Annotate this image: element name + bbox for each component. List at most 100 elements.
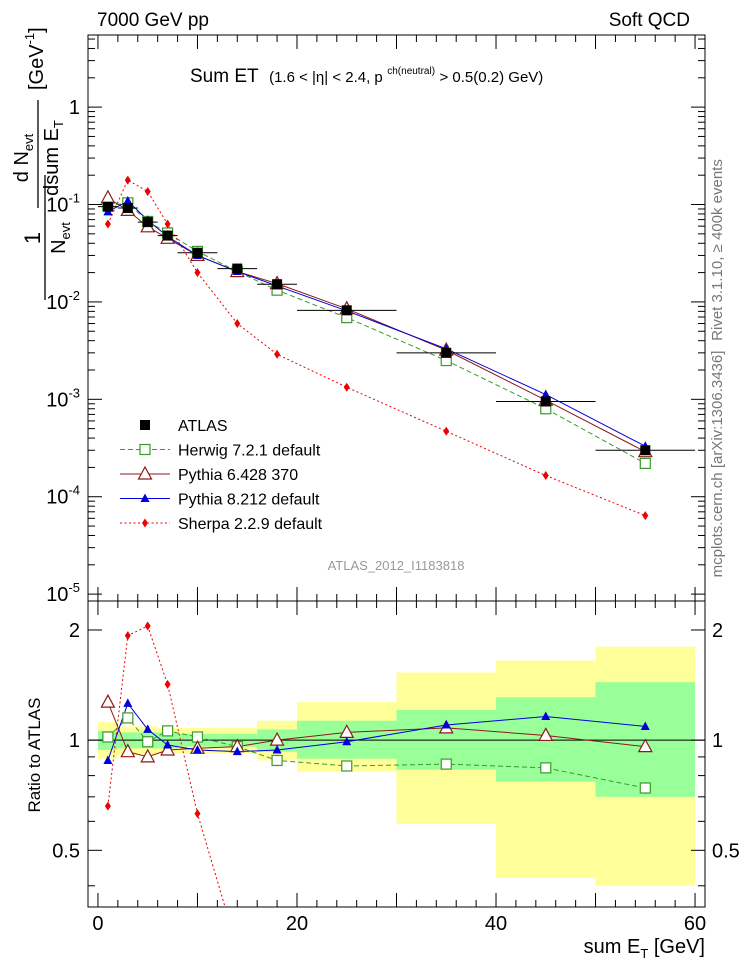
ratio-point-pythia8 <box>123 698 133 707</box>
energy-label: 7000 GeV pp <box>97 10 209 31</box>
analysis-tag: ATLAS_2012_I1183818 <box>328 558 465 573</box>
ratio-point-pythia8 <box>640 721 650 730</box>
point-atlas <box>341 305 352 316</box>
point-atlas <box>192 247 203 258</box>
legend-marker <box>140 420 150 430</box>
ratio-ytick-label: 2 <box>69 620 80 642</box>
point-atlas <box>232 263 243 274</box>
xtick-label: 40 <box>485 913 507 935</box>
ratio-point-herwig <box>341 760 353 772</box>
ratio-point-pythia6 <box>160 741 176 756</box>
ratio-point-pythia6 <box>538 727 554 742</box>
point-herwig <box>639 457 651 469</box>
ratio-point-pythia8 <box>441 719 451 729</box>
main-ytick-label: 10-1 <box>46 191 80 217</box>
point-atlas <box>640 445 651 456</box>
ratio-ytick-label-right: 0.5 <box>712 840 740 862</box>
point-sherpa <box>104 219 111 229</box>
ratio-ytick-label-right: 1 <box>712 730 723 752</box>
point-pythia8 <box>541 389 551 399</box>
point-sherpa <box>144 187 151 197</box>
ratio-point-herwig <box>162 725 174 737</box>
point-pythia6 <box>100 189 116 204</box>
point-sherpa <box>234 319 241 329</box>
ratio-point-sherpa <box>164 679 171 689</box>
ratio-point-pythia8 <box>232 746 242 756</box>
point-atlas <box>441 347 452 358</box>
mcplots-label: mcplots.cern.ch [arXiv:1306.3436] <box>709 351 726 578</box>
ratio-point-sherpa <box>194 809 201 819</box>
main-series-layer <box>97 175 696 521</box>
ratio-point-herwig <box>142 736 154 748</box>
point-atlas <box>122 203 133 214</box>
legend: ATLAS Herwig 7.2.1 default Pythia 6.428 37… <box>120 418 323 533</box>
xtick-label: 60 <box>684 913 706 935</box>
main-ytick-label: 10-3 <box>46 385 80 411</box>
ratio-ytick-label: 1 <box>69 730 80 752</box>
point-sherpa <box>194 268 201 278</box>
point-sherpa <box>124 175 131 185</box>
ylabel-unit: [GeV-1] <box>22 27 48 90</box>
ratio-point-pythia6 <box>100 693 116 708</box>
series-line-pythia6 <box>107 197 646 453</box>
legend-marker <box>140 493 150 502</box>
point-sherpa <box>343 382 350 392</box>
series-line-sherpa <box>107 179 646 517</box>
ratio-series-layer <box>100 621 653 907</box>
legend-marker <box>137 465 153 480</box>
ratio-point-pythia8 <box>541 711 551 721</box>
ylabel-nevt: Nevt <box>48 222 73 254</box>
ratio-point-pythia8 <box>103 755 113 764</box>
point-sherpa <box>443 426 450 436</box>
ratio-ytick-label: 0.5 <box>52 840 80 862</box>
ratio-point-sherpa <box>144 621 151 631</box>
legend-label: Pythia 6.428 370 <box>178 467 298 484</box>
ratio-ylabel: Ratio to ATLAS <box>25 698 44 813</box>
main-ytick-label: 10-5 <box>46 580 80 606</box>
point-sherpa <box>274 349 281 359</box>
legend-label: Herwig 7.2.1 default <box>178 443 321 460</box>
category-label: Soft QCD <box>609 10 690 31</box>
legend-label: ATLAS <box>178 418 228 435</box>
xtick-label: 20 <box>286 913 308 935</box>
xtick-label: 0 <box>92 913 103 935</box>
point-sherpa <box>164 219 171 229</box>
ratio-point-sherpa <box>104 801 111 811</box>
ratio-line-sherpa <box>107 625 226 907</box>
ratio-point-sherpa <box>124 631 131 641</box>
point-sherpa <box>642 511 649 521</box>
legend-marker <box>139 443 151 456</box>
ratio-point-herwig <box>440 758 452 770</box>
main-ytick-label: 1 <box>69 97 80 119</box>
ratio-ytick-label-right: 2 <box>712 620 723 642</box>
ratio-point-herwig <box>639 782 651 794</box>
ratio-point-pythia6 <box>120 743 136 758</box>
ratio-point-herwig <box>102 731 114 743</box>
ratio-point-pythia8 <box>143 724 153 733</box>
main-ylabel: 1 Nevt d Nevt dsum ET [GeV-1] <box>11 27 73 300</box>
ratio-point-pythia6 <box>637 738 653 753</box>
point-atlas <box>272 279 283 290</box>
point-atlas <box>102 201 113 212</box>
xlabel: sum ET [GeV] <box>584 936 705 961</box>
rivet-label: Rivet 3.1.10, ≥ 400k events <box>709 159 726 341</box>
ratio-point-pythia8 <box>272 744 282 754</box>
ratio-point-pythia8 <box>163 739 173 749</box>
point-atlas <box>142 217 153 228</box>
ratio-point-herwig <box>540 762 552 774</box>
legend-marker <box>142 518 148 528</box>
main-ytick-label: 10-2 <box>46 288 80 314</box>
ratio-point-pythia8 <box>342 736 352 746</box>
ylabel-denominator: dsum ET <box>41 120 66 196</box>
ratio-axis-ticks: 0 20 40 60 0.5 0.5 1 1 2 2 <box>52 601 740 935</box>
ylabel-numerator: d Nevt <box>11 133 36 182</box>
ratio-point-herwig <box>122 712 134 724</box>
main-ytick-label: 10-4 <box>46 483 80 509</box>
point-atlas <box>540 396 551 407</box>
main-axis-ticks: 10-5 10-4 10-3 10-2 10-1 1 <box>46 35 705 606</box>
ratio-series-clipped <box>100 621 653 907</box>
point-atlas <box>162 230 173 241</box>
legend-label: Sherpa 2.2.9 default <box>178 516 323 533</box>
chart-title: Sum ET (1.6 < |η| < 2.4, p ch(neutral) >… <box>190 61 543 87</box>
